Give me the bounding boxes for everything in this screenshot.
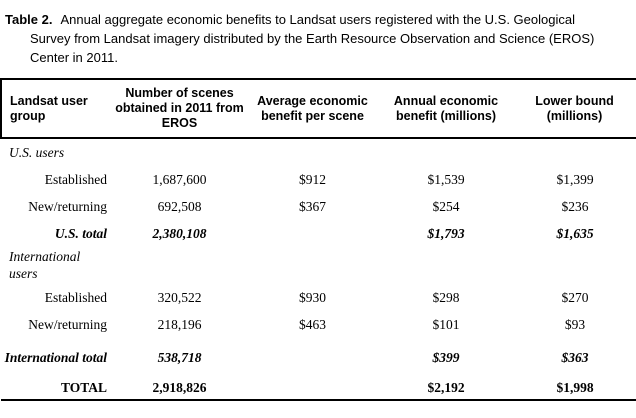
table-row-grand-total: TOTAL 2,918,826 $2,192 $1,998: [1, 376, 636, 400]
cell: $1,793: [427, 225, 465, 241]
cell: $93: [564, 317, 586, 332]
row-label: TOTAL: [60, 380, 107, 395]
cell: [379, 246, 513, 284]
economic-benefits-table: Landsat user group Number of scenes obta…: [0, 78, 636, 401]
cell: $298: [432, 290, 460, 305]
cell: $363: [561, 349, 589, 365]
cell: 538,718: [157, 349, 202, 365]
cell: $254: [432, 199, 460, 214]
report-page: Table 2. Annual aggregate economic benefi…: [0, 10, 636, 418]
cell: [246, 138, 379, 165]
table-row-us-new-returning: New/returning 692,508 $367 $254 $236: [1, 193, 636, 220]
cell: $2,192: [427, 380, 465, 395]
cell: $1,539: [427, 171, 465, 187]
table-row-us-established: Established 1,687,600 $912 $1,539 $1,399: [1, 165, 636, 193]
cell: $236: [561, 199, 589, 214]
table-row-us-users: U.S. users: [1, 138, 636, 165]
table-caption: Table 2. Annual aggregate economic benefi…: [0, 10, 636, 67]
cell: $367: [299, 199, 326, 214]
header-cell-lower-bound: Lower bound (millions): [535, 93, 614, 123]
cell: [513, 138, 636, 165]
cell: 2,918,826: [152, 380, 207, 395]
cell: 1,687,600: [152, 171, 207, 187]
cell: $1,635: [556, 225, 594, 241]
cell: $270: [561, 290, 589, 305]
cell: [246, 246, 379, 284]
cell: [113, 246, 246, 284]
cell: [113, 138, 246, 165]
cell: [246, 220, 379, 246]
row-label: U.S. users: [9, 144, 65, 160]
cell: [246, 376, 379, 400]
header-cell-average-benefit: Average economic benefit per scene: [257, 93, 368, 123]
cell: $930: [299, 290, 326, 305]
row-label: Established: [44, 290, 107, 305]
cell: [379, 138, 513, 165]
table-row-international-users: International users: [1, 246, 636, 284]
table-caption-text: Annual aggregate economic benefits to La…: [30, 12, 595, 65]
row-label: New/returning: [28, 199, 107, 214]
cell: $101: [432, 317, 460, 332]
cell: 692,508: [157, 199, 202, 214]
table-row-intl-established: Established 320,522 $930 $298 $270: [1, 284, 636, 311]
table-row-intl-new-returning: New/returning 218,196 $463 $101 $93: [1, 311, 636, 338]
cell: 2,380,108: [152, 225, 207, 241]
table-caption-number: Table 2.: [5, 12, 53, 27]
header-cell-landsat-user-group: Landsat user group: [10, 93, 88, 123]
row-label: U.S. total: [54, 225, 107, 241]
cell: [246, 338, 379, 376]
header-row: Landsat user group Number of scenes obta…: [1, 79, 636, 138]
row-label: Established: [44, 171, 107, 187]
header-cell-annual-benefit: Annual economic benefit (millions): [393, 93, 499, 123]
table-body: U.S. users Established 1,687,600 $912 $1…: [1, 138, 636, 400]
cell: $1,998: [556, 380, 594, 395]
row-label: International users: [9, 249, 81, 281]
cell: $1,399: [556, 171, 594, 187]
cell: $912: [299, 171, 326, 187]
table-header: Landsat user group Number of scenes obta…: [1, 79, 636, 138]
row-label: New/returning: [28, 317, 107, 332]
table-row-international-total: International total 538,718 $399 $363: [1, 338, 636, 376]
cell: [513, 246, 636, 284]
cell: $399: [432, 349, 460, 365]
cell: $463: [299, 317, 326, 332]
header-cell-number-of-scenes: Number of scenes obtained in 2011 from E…: [115, 86, 244, 130]
row-label: International total: [4, 349, 107, 365]
cell: 218,196: [157, 317, 202, 332]
cell: 320,522: [157, 290, 202, 305]
table-row-us-total: U.S. total 2,380,108 $1,793 $1,635: [1, 220, 636, 246]
